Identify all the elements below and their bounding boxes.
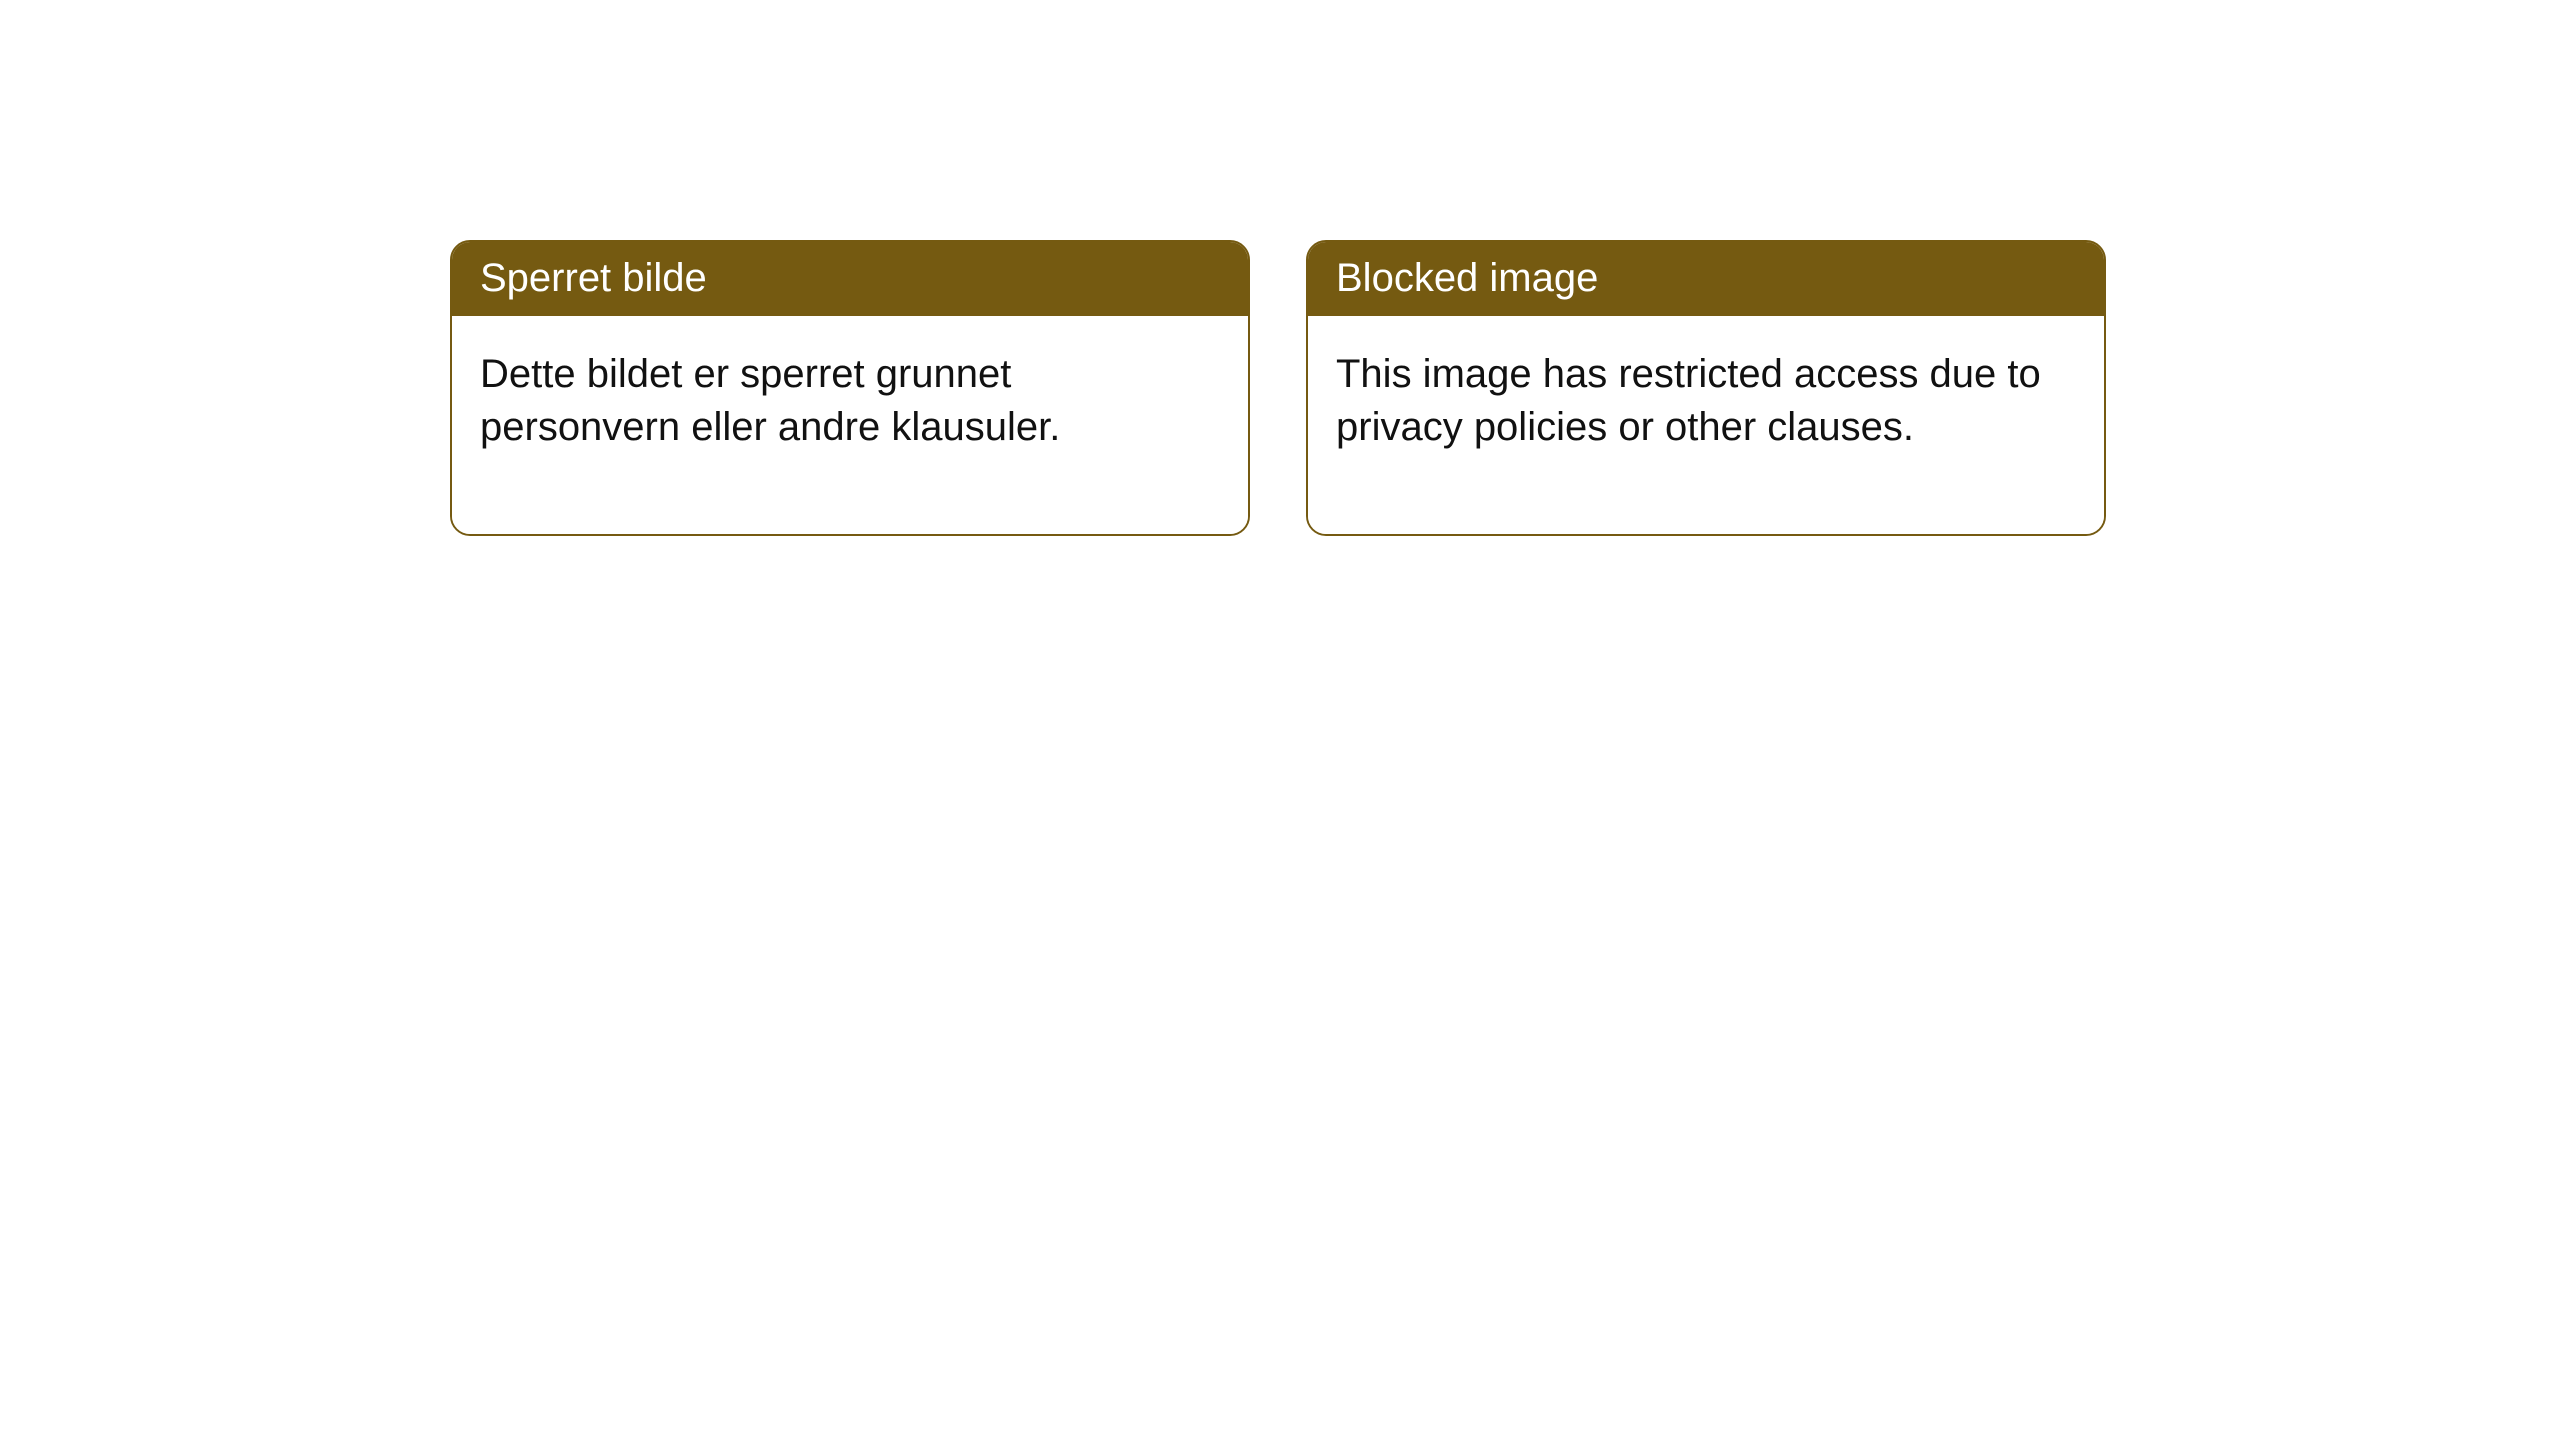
card-title-no: Sperret bilde: [452, 242, 1248, 316]
card-body-no: Dette bildet er sperret grunnet personve…: [452, 316, 1248, 534]
card-title-en: Blocked image: [1308, 242, 2104, 316]
blocked-image-card-en: Blocked image This image has restricted …: [1306, 240, 2106, 536]
card-body-en: This image has restricted access due to …: [1308, 316, 2104, 534]
notice-container: Sperret bilde Dette bildet er sperret gr…: [0, 0, 2560, 536]
blocked-image-card-no: Sperret bilde Dette bildet er sperret gr…: [450, 240, 1250, 536]
